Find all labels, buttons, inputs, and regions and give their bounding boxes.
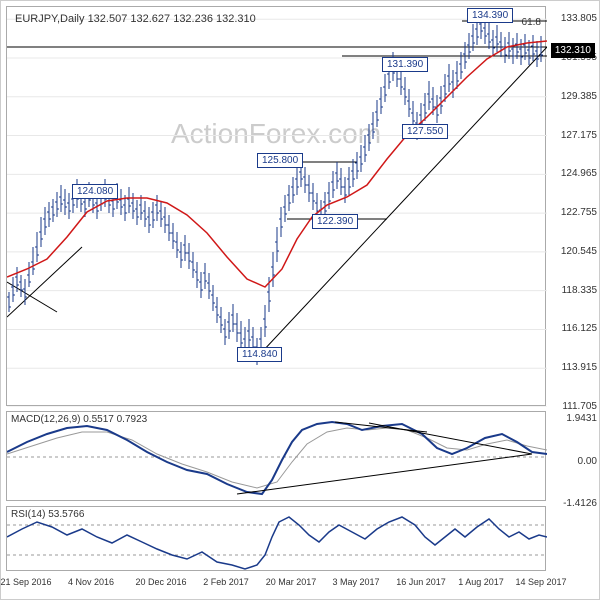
chart-title: EURJPY,Daily 132.507 132.627 132.236 132… — [15, 13, 256, 25]
y-tick-label: 0.00 — [551, 456, 597, 467]
symbol-label: EURJPY,Daily — [15, 13, 85, 25]
watermark-text: ActionForex.com — [171, 118, 381, 150]
ohlc-label: 132.507 132.627 132.236 132.310 — [88, 13, 256, 25]
rsi-label: RSI(14) 53.5766 — [11, 509, 84, 520]
rsi-svg — [7, 507, 547, 572]
y-tick-label: 122.755 — [551, 207, 597, 218]
price-annotation: 125.800 — [257, 153, 303, 168]
y-tick-label: 111.705 — [551, 401, 597, 412]
macd-label: MACD(12,26,9) 0.5517 0.7923 — [11, 414, 147, 425]
x-tick-label: 16 Jun 2017 — [396, 577, 446, 587]
y-tick-label: 1.9431 — [551, 413, 597, 424]
current-price-badge: 132.310 — [551, 43, 595, 58]
fib-level-label: 61.8 — [522, 17, 541, 28]
x-tick-label: 21 Sep 2016 — [0, 577, 51, 587]
price-annotation: 124.080 — [72, 184, 118, 199]
y-tick-label: 124.965 — [551, 168, 597, 179]
x-tick-label: 2 Feb 2017 — [203, 577, 249, 587]
y-tick-label: -1.4126 — [551, 498, 597, 509]
y-tick-label: 127.175 — [551, 130, 597, 141]
y-tick-label: 133.805 — [551, 13, 597, 24]
price-annotation: 127.550 — [402, 124, 448, 139]
price-panel: EURJPY,Daily 132.507 132.627 132.236 132… — [6, 6, 546, 406]
x-axis: 21 Sep 20164 Nov 201620 Dec 20162 Feb 20… — [6, 577, 546, 597]
price-annotation: 131.390 — [382, 57, 428, 72]
price-annotation: 114.840 — [237, 347, 282, 362]
forex-chart: EURJPY,Daily 132.507 132.627 132.236 132… — [0, 0, 600, 600]
price-annotation: 122.390 — [312, 214, 358, 229]
x-tick-label: 3 May 2017 — [332, 577, 379, 587]
rsi-panel: RSI(14) 53.5766 — [6, 506, 546, 571]
y-tick-label: 113.915 — [551, 362, 597, 373]
y-tick-label: 118.335 — [551, 285, 597, 296]
macd-panel: MACD(12,26,9) 0.5517 0.7923 — [6, 411, 546, 501]
price-annotation: 134.390 — [467, 8, 513, 23]
y-tick-label: 116.125 — [551, 323, 597, 334]
y-tick-label: 129.385 — [551, 91, 597, 102]
x-tick-label: 4 Nov 2016 — [68, 577, 114, 587]
x-tick-label: 20 Dec 2016 — [135, 577, 186, 587]
macd-svg — [7, 412, 547, 502]
y-tick-label: 120.545 — [551, 246, 597, 257]
x-tick-label: 1 Aug 2017 — [458, 577, 504, 587]
x-tick-label: 14 Sep 2017 — [515, 577, 566, 587]
y-axis: 111.705 113.915 116.125 118.335 120.545 122.7… — [549, 6, 599, 571]
x-tick-label: 20 Mar 2017 — [266, 577, 317, 587]
